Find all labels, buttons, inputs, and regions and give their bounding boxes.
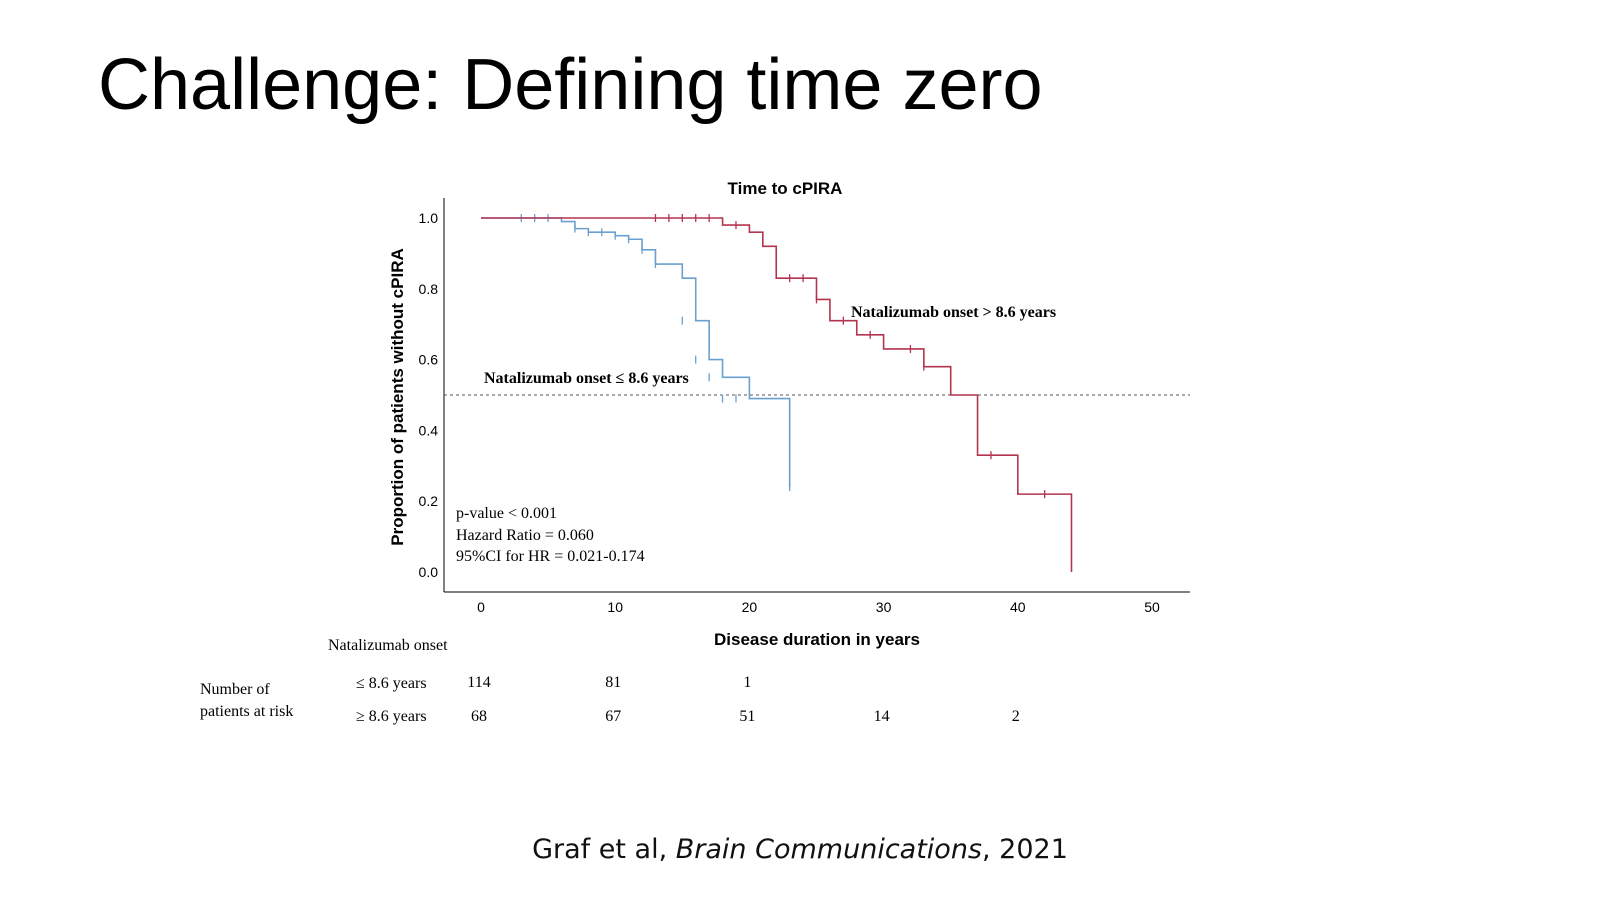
y-tick-label: 0.0 — [419, 564, 439, 580]
risk-value: 51 — [739, 708, 755, 725]
citation: Graf et al, Brain Communications, 2021 — [0, 834, 1600, 865]
y-axis: 0.0 0.2 0.4 0.6 0.8 1.0 — [419, 198, 445, 592]
y-tick-label: 0.8 — [419, 281, 439, 297]
risk-row-1-label: ≤ 8.6 years — [356, 675, 427, 692]
y-tick-label: 0.2 — [419, 493, 439, 509]
ci-text: 95%CI for HR = 0.021-0.174 — [456, 548, 645, 565]
survival-curve-2 — [481, 217, 1073, 572]
citation-year: , 2021 — [982, 834, 1068, 865]
risk-value: 67 — [605, 708, 621, 725]
survival-curve-1 — [481, 217, 791, 488]
survival-curves — [481, 214, 1073, 572]
x-tick-label: 30 — [876, 599, 892, 615]
early-onset-label: Natalizumab onset ≤ 8.6 years — [484, 370, 689, 387]
chart-title: Time to cPIRA — [728, 179, 843, 198]
p-value-text: p-value < 0.001 — [456, 505, 557, 522]
risk-value: 114 — [467, 674, 490, 691]
x-tick-labels: 0 10 20 30 40 50 — [477, 599, 1160, 615]
risk-row-2-label: ≥ 8.6 years — [356, 708, 427, 725]
risk-value: 14 — [874, 708, 890, 725]
y-tick-labels: 0.0 0.2 0.4 0.6 0.8 1.0 — [419, 210, 439, 580]
slide-title: Challenge: Defining time zero — [98, 45, 1043, 125]
x-tick-label: 40 — [1010, 599, 1026, 615]
late-onset-label: Natalizumab onset > 8.6 years — [851, 304, 1056, 321]
risk-value: 2 — [1012, 708, 1020, 725]
risk-values: 114 81 1 68 67 51 14 2 — [467, 674, 1020, 725]
citation-journal: Brain Communications — [675, 834, 982, 865]
hazard-ratio-text: Hazard Ratio = 0.060 — [456, 527, 594, 544]
x-tick-label: 50 — [1144, 599, 1160, 615]
risk-value: 81 — [605, 674, 621, 691]
y-tick-label: 0.6 — [419, 352, 439, 368]
risk-value: 1 — [743, 674, 751, 691]
x-tick-label: 10 — [607, 599, 623, 615]
risk-value: 68 — [471, 708, 487, 725]
risk-table-header: Natalizumab onset — [328, 637, 448, 654]
risk-table: Natalizumab onset Number of patients at … — [200, 637, 1020, 725]
risk-table-label-line1: Number of — [200, 681, 270, 698]
y-tick-label: 0.4 — [419, 422, 439, 438]
x-axis-label: Disease duration in years — [714, 630, 920, 649]
y-axis-label: Proportion of patients without cPIRA — [388, 248, 407, 545]
y-tick-label: 1.0 — [419, 210, 439, 226]
x-tick-label: 0 — [477, 599, 485, 615]
citation-authors: Graf et al, — [532, 834, 676, 865]
risk-table-label-line2: patients at risk — [200, 703, 293, 720]
x-axis: 0 10 20 30 40 50 — [444, 591, 1190, 615]
x-tick-label: 20 — [742, 599, 758, 615]
